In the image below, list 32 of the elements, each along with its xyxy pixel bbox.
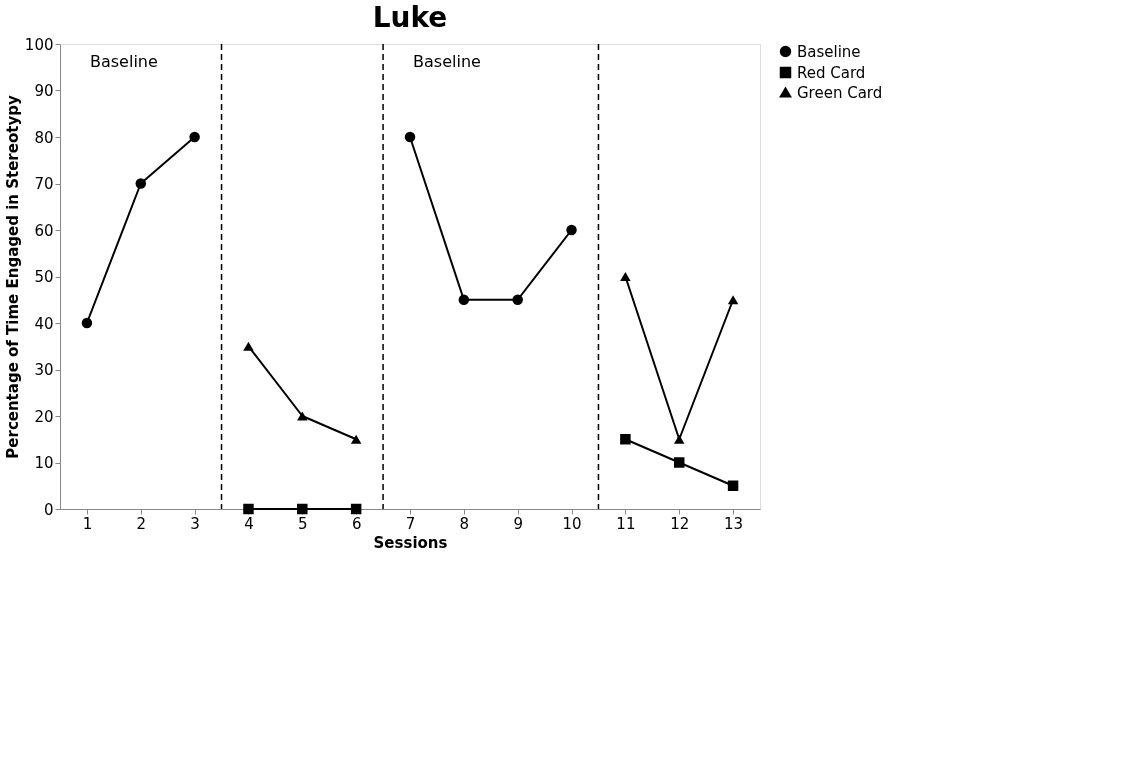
x-tick-label: 12 [670, 514, 690, 533]
x-tick-label: 11 [616, 514, 636, 533]
legend-label: Red Card [797, 63, 866, 82]
y-tick-label: 30 [34, 361, 54, 379]
y-tick-label: 80 [34, 128, 54, 147]
y-tick-label: 0 [43, 500, 54, 519]
y-tick-label: 50 [34, 268, 54, 286]
x-tick-label: 3 [190, 514, 200, 533]
x-tick-label: 9 [513, 514, 523, 533]
legend-label: Baseline [797, 42, 861, 61]
x-tick-label: 13 [724, 514, 744, 533]
x-tick-label: 10 [562, 514, 582, 533]
x-tick-label: 7 [405, 514, 416, 533]
y-tick-label: 40 [34, 314, 54, 333]
x-tick-label: 2 [136, 514, 147, 533]
x-tick-label: 1 [82, 514, 93, 533]
legend-label: Green Card [797, 83, 883, 102]
x-tick-label: 4 [244, 514, 254, 533]
annotation: Baseline [413, 52, 481, 71]
x-tick-label: 5 [298, 514, 308, 533]
y-tick-label: 100 [24, 35, 54, 54]
chart-title: Luke [372, 1, 448, 34]
y-tick-label: 90 [34, 82, 54, 100]
annotation: Baseline [90, 52, 158, 71]
y-tick-label: 10 [34, 454, 54, 472]
x-tick-label: 8 [459, 514, 470, 533]
y-tick-label: 70 [34, 175, 54, 193]
y-tick-label: 20 [34, 407, 54, 426]
y-axis-title: Percentage of Time Engaged in Stereotypy [3, 95, 22, 459]
y-tick-label: 60 [34, 221, 54, 240]
x-tick-label: 6 [351, 514, 362, 533]
x-axis-title: Sessions [373, 533, 448, 552]
